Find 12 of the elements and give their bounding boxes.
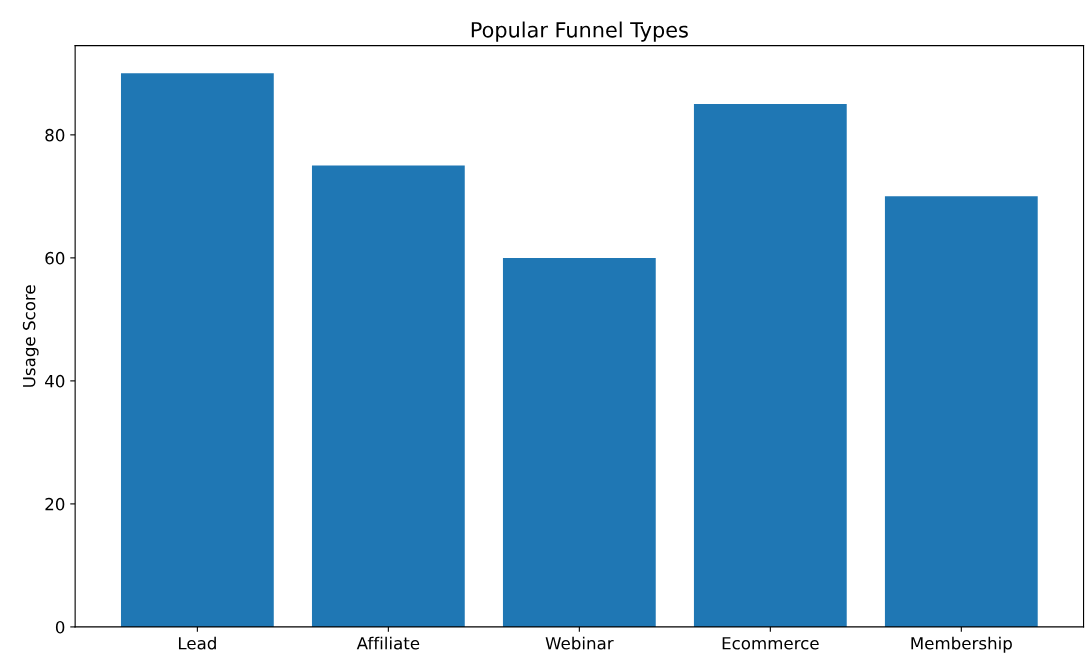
y-tick-label: 80 [45, 128, 65, 142]
x-tick-label: Membership [911, 636, 1012, 653]
y-tick-label: 20 [45, 497, 65, 511]
x-tick-label: Ecommerce [722, 637, 819, 650]
chart-title: Popular Funnel Types [471, 21, 688, 42]
y-tick-label: 40 [45, 374, 65, 388]
y-axis-title: Usage Score [22, 285, 39, 387]
y-tick-label: 60 [45, 251, 65, 265]
x-tick-label: Affiliate [356, 636, 420, 650]
y-tick-label: 0 [55, 620, 65, 634]
x-tick-label: Lead [178, 636, 216, 650]
x-tick-label: Webinar [545, 636, 614, 650]
